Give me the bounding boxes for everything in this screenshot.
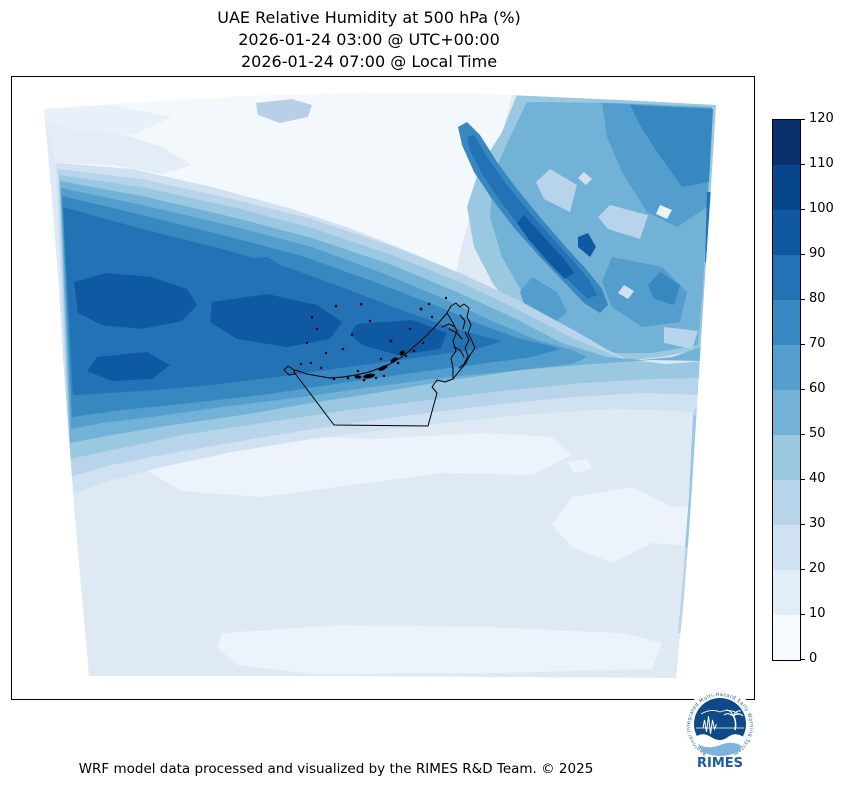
colorbar-ticks: 0 10 20 30 40 50 60 70 80 90 100 110 120 — [801, 111, 841, 666]
colorbar-tick-label: 110 — [809, 156, 834, 171]
colorbar-segment — [773, 120, 800, 165]
colorbar — [772, 119, 801, 661]
colorbar-tick-label: 60 — [809, 381, 826, 396]
logo-artwork — [696, 709, 744, 735]
colorbar-segment — [773, 300, 800, 345]
contour-layers — [44, 93, 716, 678]
colorbar-tick-label: 90 — [809, 246, 826, 261]
colorbar-tick-mark — [801, 389, 805, 390]
colorbar-segment — [773, 525, 800, 570]
colorbar-segment — [773, 615, 800, 660]
colorbar-tick-label: 0 — [809, 651, 818, 666]
enclave-lines — [441, 314, 470, 369]
colorbar-segment — [773, 390, 800, 435]
title-line-3: 2026-01-24 07:00 @ Local Time — [240, 52, 498, 71]
colorbar-segment — [773, 255, 800, 300]
colorbar-tick-label: 40 — [809, 471, 826, 486]
logo-wordmark: RIMES — [697, 756, 743, 770]
colorbar-tick-mark — [801, 659, 805, 660]
colorbar-tick-label: 80 — [809, 291, 826, 306]
colorbar-tick-mark — [801, 344, 805, 345]
plot-title: UAE Relative Humidity at 500 hPa (%) 202… — [0, 7, 738, 73]
colorbar-tick-mark — [801, 119, 805, 120]
colorbar-tick-mark — [801, 524, 805, 525]
colorbar-tick-mark — [801, 164, 805, 165]
colorbar-tick-mark — [801, 434, 805, 435]
colorbar-tick-label: 100 — [809, 201, 834, 216]
colorbar-tick-mark — [801, 254, 805, 255]
colorbar-segments — [773, 120, 800, 660]
colorbar-segment — [773, 345, 800, 390]
colorbar-tick-label: 10 — [809, 606, 826, 621]
colorbar-segment — [773, 210, 800, 255]
island-dots — [299, 296, 448, 382]
colorbar-segment — [773, 480, 800, 525]
title-line-1: UAE Relative Humidity at 500 hPa (%) — [217, 8, 521, 27]
colorbar-tick-mark — [801, 569, 805, 570]
contour-west-band — [56, 163, 706, 495]
colorbar-tick-mark — [801, 209, 805, 210]
title-line-2: 2026-01-24 03:00 @ UTC+00:00 — [238, 30, 500, 49]
colorbar-segment — [773, 165, 800, 210]
contour-map-svg — [44, 93, 716, 678]
colorbar-segment — [773, 570, 800, 615]
colorbar-tick-label: 50 — [809, 426, 826, 441]
colorbar-tick-label: 120 — [809, 111, 834, 126]
contour-northeast-mass — [458, 95, 716, 361]
footer-credit: WRF model data processed and visualized … — [78, 761, 594, 777]
colorbar-segment — [773, 435, 800, 480]
contour-pale-north — [44, 93, 512, 302]
rimes-logo: Regional Integrated Multi-Hazard Early W… — [683, 689, 757, 770]
colorbar-tick-label: 70 — [809, 336, 826, 351]
uae-borders — [283, 296, 476, 427]
map-axes: Regional Integrated Multi-Hazard Early W… — [11, 76, 757, 770]
coastal-clusters — [354, 350, 405, 379]
contour-dry-patches — [147, 433, 700, 674]
colorbar-tick-label: 30 — [809, 516, 826, 531]
colorbar-tick-mark — [801, 299, 805, 300]
colorbar-tick-mark — [801, 479, 805, 480]
colorbar-tick-label: 20 — [809, 561, 826, 576]
colorbar-tick-mark — [801, 614, 805, 615]
logo-wave-bottom — [698, 742, 742, 756]
musandam-peninsula — [446, 302, 476, 380]
